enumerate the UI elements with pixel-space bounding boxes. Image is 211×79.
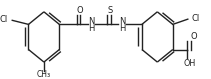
Text: CH₃: CH₃ bbox=[37, 70, 51, 79]
Text: Cl: Cl bbox=[192, 14, 200, 23]
Text: N: N bbox=[89, 17, 95, 26]
Text: H: H bbox=[89, 24, 95, 33]
Text: H: H bbox=[119, 24, 125, 33]
Text: S: S bbox=[108, 6, 113, 15]
Text: N: N bbox=[119, 17, 125, 26]
Text: O: O bbox=[77, 6, 84, 15]
Text: Cl: Cl bbox=[0, 15, 8, 24]
Text: O: O bbox=[190, 32, 197, 41]
Text: OH: OH bbox=[184, 59, 196, 68]
